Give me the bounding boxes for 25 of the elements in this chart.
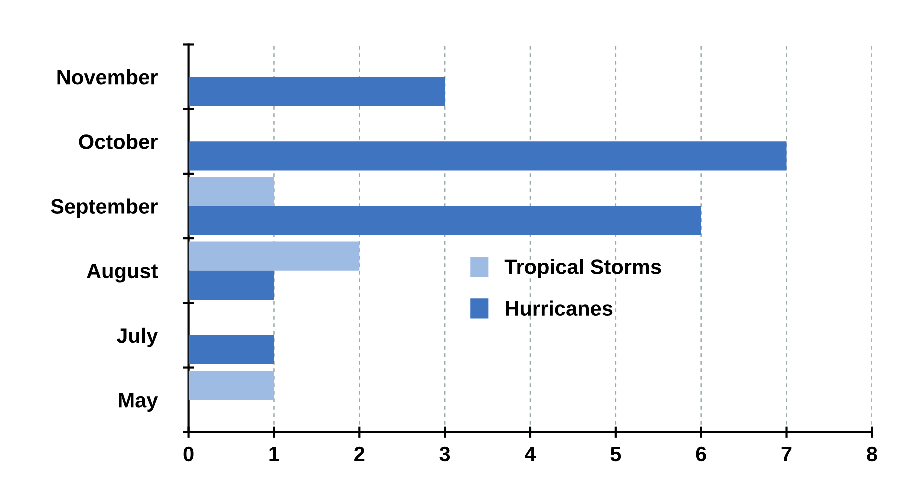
y-tick-label: August (87, 264, 158, 283)
y-tick-label: May (119, 393, 158, 412)
bar (188, 335, 274, 365)
bar (188, 270, 274, 300)
x-tick-label: 7 (782, 447, 792, 462)
bar (188, 371, 274, 400)
x-tick-label: 8 (867, 446, 878, 462)
y-tick-label: November (58, 69, 158, 85)
bar (188, 242, 360, 271)
x-tick-label: 4 (525, 447, 536, 462)
bar (188, 206, 702, 236)
y-tick-label: October (79, 134, 158, 150)
bar (188, 142, 787, 171)
legend-label: Tropical Storms (504, 259, 662, 279)
y-tick-label: September (51, 198, 158, 218)
x-tick-label: 1 (270, 447, 280, 462)
legend-label: Hurricanes (506, 300, 613, 316)
x-tick-label: 6 (696, 446, 706, 462)
bar (188, 77, 446, 106)
x-tick-label: 0 (184, 446, 194, 462)
y-tick-label: July (116, 328, 158, 348)
x-tick-label: 5 (610, 447, 622, 462)
x-tick-label: 3 (440, 446, 450, 462)
bar (188, 177, 274, 206)
x-tick-label: 2 (354, 446, 365, 462)
